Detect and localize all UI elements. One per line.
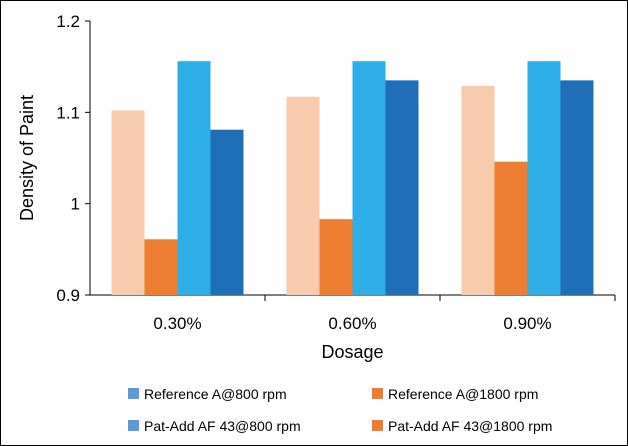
legend-swatch [372,420,383,431]
y-ticks: 0.9 1 1.1 1.2 [56,12,90,305]
bars [111,61,594,295]
legend-label: Pat-Add AF 43@800 rpm [144,418,301,434]
bar [461,85,495,295]
x-ticks: 0.30% 0.60% 0.90% [153,295,616,333]
y-tick-label: 0.9 [56,286,80,305]
bar [111,110,145,295]
bar [210,129,244,295]
y-tick-label: 1.1 [56,103,80,122]
legend-label: Pat-Add AF 43@1800 rpm [388,418,552,434]
y-tick-label: 1 [71,195,80,214]
bar [494,161,528,295]
bar [319,219,353,295]
bar [177,61,211,295]
x-tick-label: 0.60% [328,314,376,333]
bar [286,96,320,295]
x-tick-label: 0.30% [153,314,201,333]
x-axis-title: Dosage [321,342,383,362]
bar [352,61,386,295]
x-tick-label: 0.90% [503,314,551,333]
bar [560,80,594,295]
legend-label: Reference A@1800 rpm [388,386,538,402]
legend: Reference A@800 rpm Reference A@1800 rpm P… [128,386,552,434]
y-axis-title: Density of Paint [17,95,37,221]
bar [527,61,561,295]
legend-swatch [372,388,383,399]
bar [385,80,419,295]
legend-label: Reference A@800 rpm [144,386,287,402]
legend-swatch [128,388,139,399]
y-tick-label: 1.2 [56,12,80,31]
bar [144,239,178,295]
legend-swatch [128,420,139,431]
